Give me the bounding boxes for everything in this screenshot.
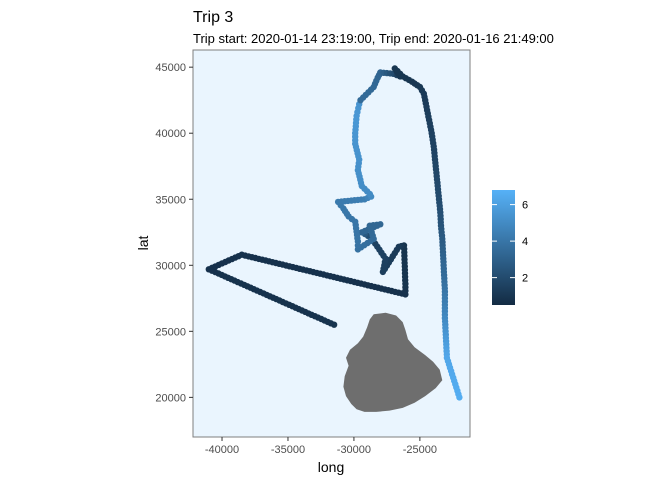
land-layer (343, 312, 443, 412)
y-axis-label: lat (135, 236, 151, 251)
x-axis-label: long (318, 459, 344, 475)
x-tick-label: -25000 (403, 444, 437, 456)
y-tick-label: 35000 (155, 194, 186, 206)
y-tick-label: 45000 (155, 62, 186, 74)
x-tick-label: -30000 (337, 444, 371, 456)
y-tick-label: 40000 (155, 128, 186, 140)
chart-subtitle: Trip start: 2020-01-14 23:19:00, Trip en… (193, 31, 554, 46)
track-point (456, 394, 463, 401)
plot-panel-border (192, 49, 471, 438)
y-tick-label: 30000 (155, 260, 186, 272)
x-tick-label: -40000 (205, 444, 239, 456)
y-tick-label: 20000 (155, 392, 186, 404)
x-axis: -40000 -35000 -30000 -25000 (205, 437, 437, 456)
color-legend: 2 4 6 (492, 190, 528, 305)
legend-tick-label: 6 (522, 200, 528, 212)
legend-tick-label: 2 (522, 273, 528, 285)
land-polygon (343, 312, 443, 412)
points-layer (205, 65, 463, 401)
legend-ticks: 2 4 6 (492, 200, 528, 285)
legend-colorbar (492, 190, 515, 305)
y-axis: 20000 25000 30000 35000 40000 45000 (155, 62, 193, 404)
y-tick-label: 25000 (155, 326, 186, 338)
legend-tick-label: 4 (522, 236, 528, 248)
chart-title: Trip 3 (193, 9, 233, 26)
x-tick-label: -35000 (271, 444, 305, 456)
